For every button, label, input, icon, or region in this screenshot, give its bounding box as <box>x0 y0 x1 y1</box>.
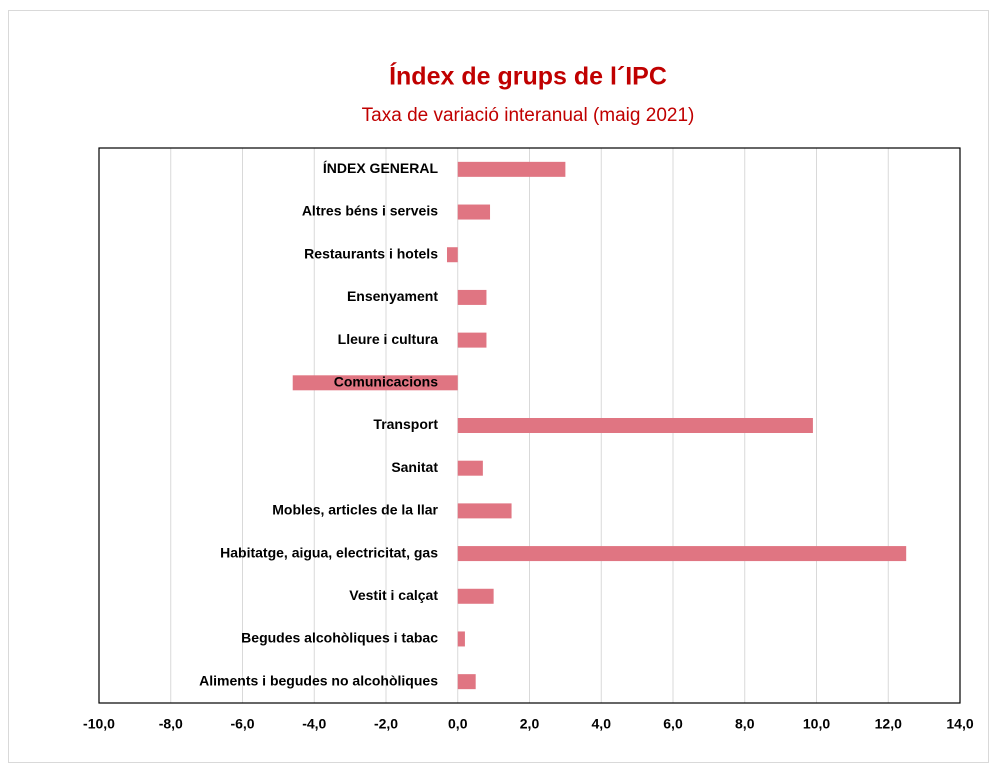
x-tick-label: -2,0 <box>374 716 398 732</box>
bar <box>457 332 487 348</box>
y-tick-label: Habitatge, aigua, electricitat, gas <box>220 544 438 560</box>
chart-subtitle: Taxa de variació interanual (maig 2021) <box>362 105 695 126</box>
bar <box>457 546 907 562</box>
y-tick-label: Altres béns i serveis <box>302 203 438 219</box>
x-tick-label: 10,0 <box>803 716 830 732</box>
bar <box>446 247 458 263</box>
bar <box>457 674 476 690</box>
plot-border <box>98 147 961 704</box>
y-tick-label: Sanitat <box>391 459 438 475</box>
y-tick-label: Aliments i begudes no alcohòliques <box>199 672 438 688</box>
bar <box>292 375 458 391</box>
y-tick-label: Transport <box>373 416 438 432</box>
bar <box>457 204 491 220</box>
x-tick-label: 14,0 <box>946 716 973 732</box>
bar <box>457 588 494 604</box>
y-tick-label: Begudes alcohòliques i tabac <box>241 630 438 646</box>
y-tick-label: Mobles, articles de la llar <box>272 502 438 518</box>
x-tick-label: 2,0 <box>520 716 540 732</box>
y-tick-label: Vestit i calçat <box>349 587 438 603</box>
bar <box>457 460 483 476</box>
x-tick-label: 6,0 <box>663 716 683 732</box>
y-tick-label: Lleure i cultura <box>338 331 439 347</box>
y-tick-label: Restaurants i hotels <box>304 245 438 261</box>
x-tick-label: 0,0 <box>448 716 468 732</box>
x-tick-label: 8,0 <box>735 716 755 732</box>
x-tick-label: 4,0 <box>592 716 612 732</box>
chart-frame <box>8 10 989 763</box>
x-tick-label: -6,0 <box>230 716 254 732</box>
x-tick-label: -4,0 <box>302 716 326 732</box>
chart-title: Índex de grups de l´IPC <box>389 62 667 91</box>
bar <box>457 161 566 177</box>
bar <box>457 418 813 433</box>
bar <box>457 631 465 647</box>
bar <box>457 289 487 305</box>
y-tick-label: Ensenyament <box>347 288 438 304</box>
x-tick-label: -8,0 <box>159 716 183 732</box>
y-tick-label: ÍNDEX GENERAL <box>323 160 439 176</box>
x-tick-label: -10,0 <box>83 716 115 732</box>
bar <box>457 503 512 519</box>
x-tick-label: 12,0 <box>875 716 902 732</box>
y-tick-label: Comunicacions <box>334 374 438 390</box>
